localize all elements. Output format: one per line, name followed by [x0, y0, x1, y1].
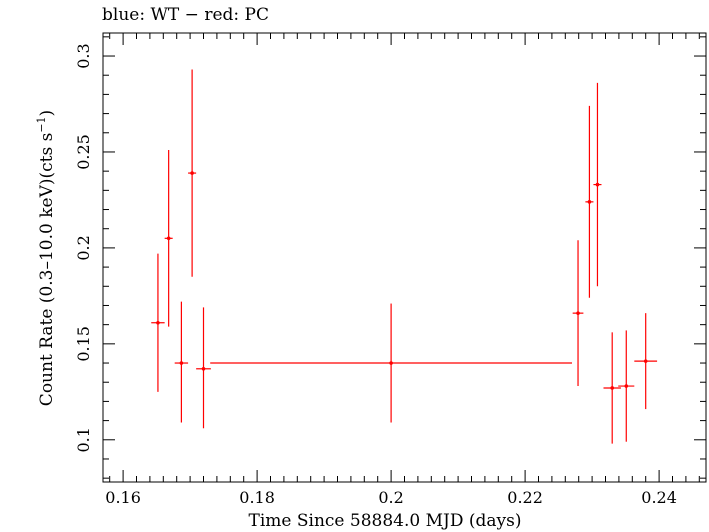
x-tick-label: 0.22	[507, 488, 543, 507]
data-point	[196, 307, 211, 429]
point-marker	[595, 182, 600, 187]
point-marker	[179, 361, 184, 365]
data-points	[151, 69, 658, 444]
data-point	[188, 69, 197, 277]
x-axis-ticks: 0.16 0.18 0.2 0.22 0.24	[105, 33, 700, 507]
point-marker	[190, 171, 194, 175]
data-point	[585, 105, 594, 298]
y-tick-label: 0.25	[74, 134, 93, 170]
y-axis-label-main: Count Rate (0.3–10.0 keV)(cts s	[37, 133, 57, 407]
point-marker	[201, 366, 206, 371]
y-tick-label: 0.1	[74, 427, 93, 452]
point-marker	[389, 361, 393, 365]
point-marker	[610, 386, 614, 390]
point-marker	[576, 311, 580, 315]
point-marker	[624, 384, 629, 388]
y-tick-label: 0.15	[74, 326, 93, 362]
plot-frame	[102, 32, 707, 483]
data-point	[174, 301, 189, 423]
data-point	[164, 150, 173, 327]
x-tick-label: 0.24	[641, 488, 677, 507]
point-marker	[156, 320, 160, 325]
point-marker	[587, 200, 592, 204]
point-marker	[166, 236, 171, 241]
y-axis-label: Count Rate (0.3–10.0 keV)(cts s−1)	[35, 110, 57, 406]
data-point	[210, 303, 572, 423]
x-tick-label: 0.2	[378, 488, 403, 507]
data-point	[634, 313, 658, 410]
chart-title: blue: WT − red: PC	[102, 5, 269, 25]
point-marker	[643, 359, 648, 363]
y-tick-label: 0.2	[74, 235, 93, 260]
x-tick-label: 0.16	[105, 488, 141, 507]
data-point	[618, 330, 635, 442]
y-axis-label-tail: )	[37, 110, 57, 117]
data-point	[151, 253, 165, 392]
y-axis-ticks: 0.1 0.15 0.2 0.25 0.3	[74, 36, 706, 479]
y-axis-label-exponent: −1	[35, 116, 48, 132]
data-point	[593, 82, 602, 287]
x-axis-label: Time Since 58884.0 MJD (days)	[249, 511, 522, 531]
data-point	[572, 240, 584, 387]
x-tick-label: 0.18	[239, 488, 275, 507]
y-tick-label: 0.3	[74, 43, 93, 68]
data-point	[603, 332, 621, 444]
